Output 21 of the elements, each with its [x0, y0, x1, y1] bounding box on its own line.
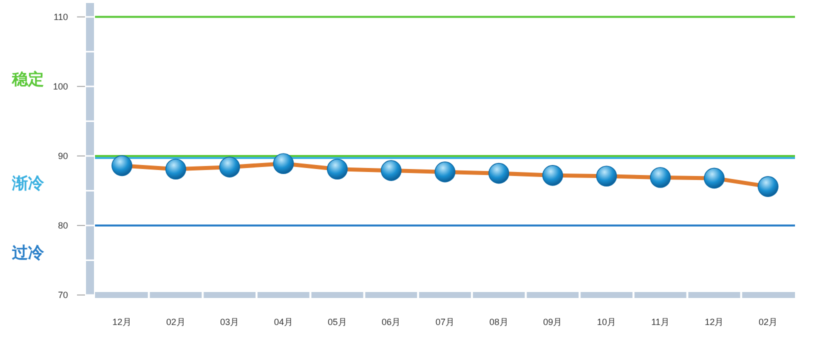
y-tick-label: 110 — [54, 12, 68, 22]
text: 稳定 — [11, 70, 44, 88]
x-tick-label: 12月 — [112, 317, 132, 327]
x-tick-label: 12月 — [704, 317, 724, 327]
text: 过冷 — [11, 244, 45, 262]
x-tick-label: 11月 — [651, 317, 670, 327]
x-tick-label: 05月 — [328, 317, 347, 327]
y-tick-label: 80 — [58, 220, 68, 230]
y-tick-label: 90 — [58, 150, 68, 161]
x-tick-label: 10月 — [597, 317, 616, 327]
x-tick-label: 03月 — [220, 317, 240, 327]
x-tick-label: 06月 — [382, 317, 401, 327]
x-tick-label: 09月 — [543, 317, 562, 327]
x-tick-label: 08月 — [489, 317, 508, 327]
y-tick-label: 70 — [58, 290, 68, 300]
text: 渐冷 — [11, 174, 45, 193]
x-tick-label: 02月 — [758, 317, 778, 327]
x-tick-label: 02月 — [166, 317, 186, 327]
y-tick-label: 100 — [52, 81, 68, 92]
x-tick-label: 07月 — [435, 317, 455, 327]
x-tick-label: 04月 — [274, 317, 293, 327]
